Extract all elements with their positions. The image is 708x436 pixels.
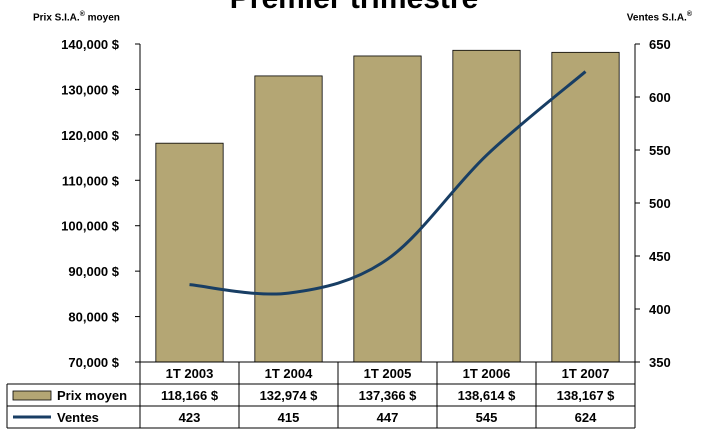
category-label: 1T 2006: [463, 366, 511, 381]
bar-2: [353, 55, 422, 363]
left-tick-label: 80,000 $: [68, 310, 119, 325]
legend-label: Ventes: [57, 410, 99, 425]
right-tick-label: 450: [649, 249, 671, 264]
data-label: 132,974 $: [260, 388, 319, 403]
left-tick-label: 90,000 $: [68, 264, 119, 279]
data-label: 138,614 $: [458, 388, 517, 403]
left-tick-label: 130,000 $: [61, 82, 120, 97]
left-tick-label: 110,000 $: [62, 173, 120, 188]
bar-4: [551, 51, 620, 363]
right-tick-label: 650: [649, 37, 671, 52]
left-tick-label: 70,000 $: [68, 355, 119, 370]
left-tick-label: 120,000 $: [61, 128, 120, 143]
data-label: 624: [575, 410, 597, 425]
category-label: 1T 2007: [562, 366, 610, 381]
sales-line: [189, 70, 587, 296]
right-tick-label: 500: [649, 196, 671, 211]
right-tick-label: 550: [649, 143, 671, 158]
data-label: 138,167 $: [557, 388, 616, 403]
category-label: 1T 2003: [166, 366, 214, 381]
legend-swatch-bar: [12, 390, 52, 401]
left-tick-label: 100,000 $: [61, 219, 120, 234]
right-tick-label: 350: [649, 355, 671, 370]
right-tick-label: 400: [649, 302, 671, 317]
category-label: 1T 2004: [265, 366, 313, 381]
data-label: 545: [476, 410, 498, 425]
bar-1: [254, 75, 323, 363]
data-label: 118,166 $: [161, 388, 219, 403]
left-axis-title: Prix S.I.A.® moyen: [33, 11, 120, 24]
bar-3: [452, 49, 521, 363]
data-label: 447: [377, 410, 399, 425]
data-label: 415: [278, 410, 300, 425]
legend-label: Prix moyen: [57, 388, 127, 403]
data-label: 423: [179, 410, 201, 425]
category-label: 1T 2005: [364, 366, 412, 381]
chart-title: Premier trimestre: [0, 0, 708, 16]
left-tick-label: 140,000 $: [61, 37, 120, 52]
data-label: 137,366 $: [359, 388, 418, 403]
right-axis-title: Ventes S.I.A.®: [626, 11, 692, 24]
bar-0: [155, 142, 224, 363]
right-tick-label: 600: [649, 90, 671, 105]
